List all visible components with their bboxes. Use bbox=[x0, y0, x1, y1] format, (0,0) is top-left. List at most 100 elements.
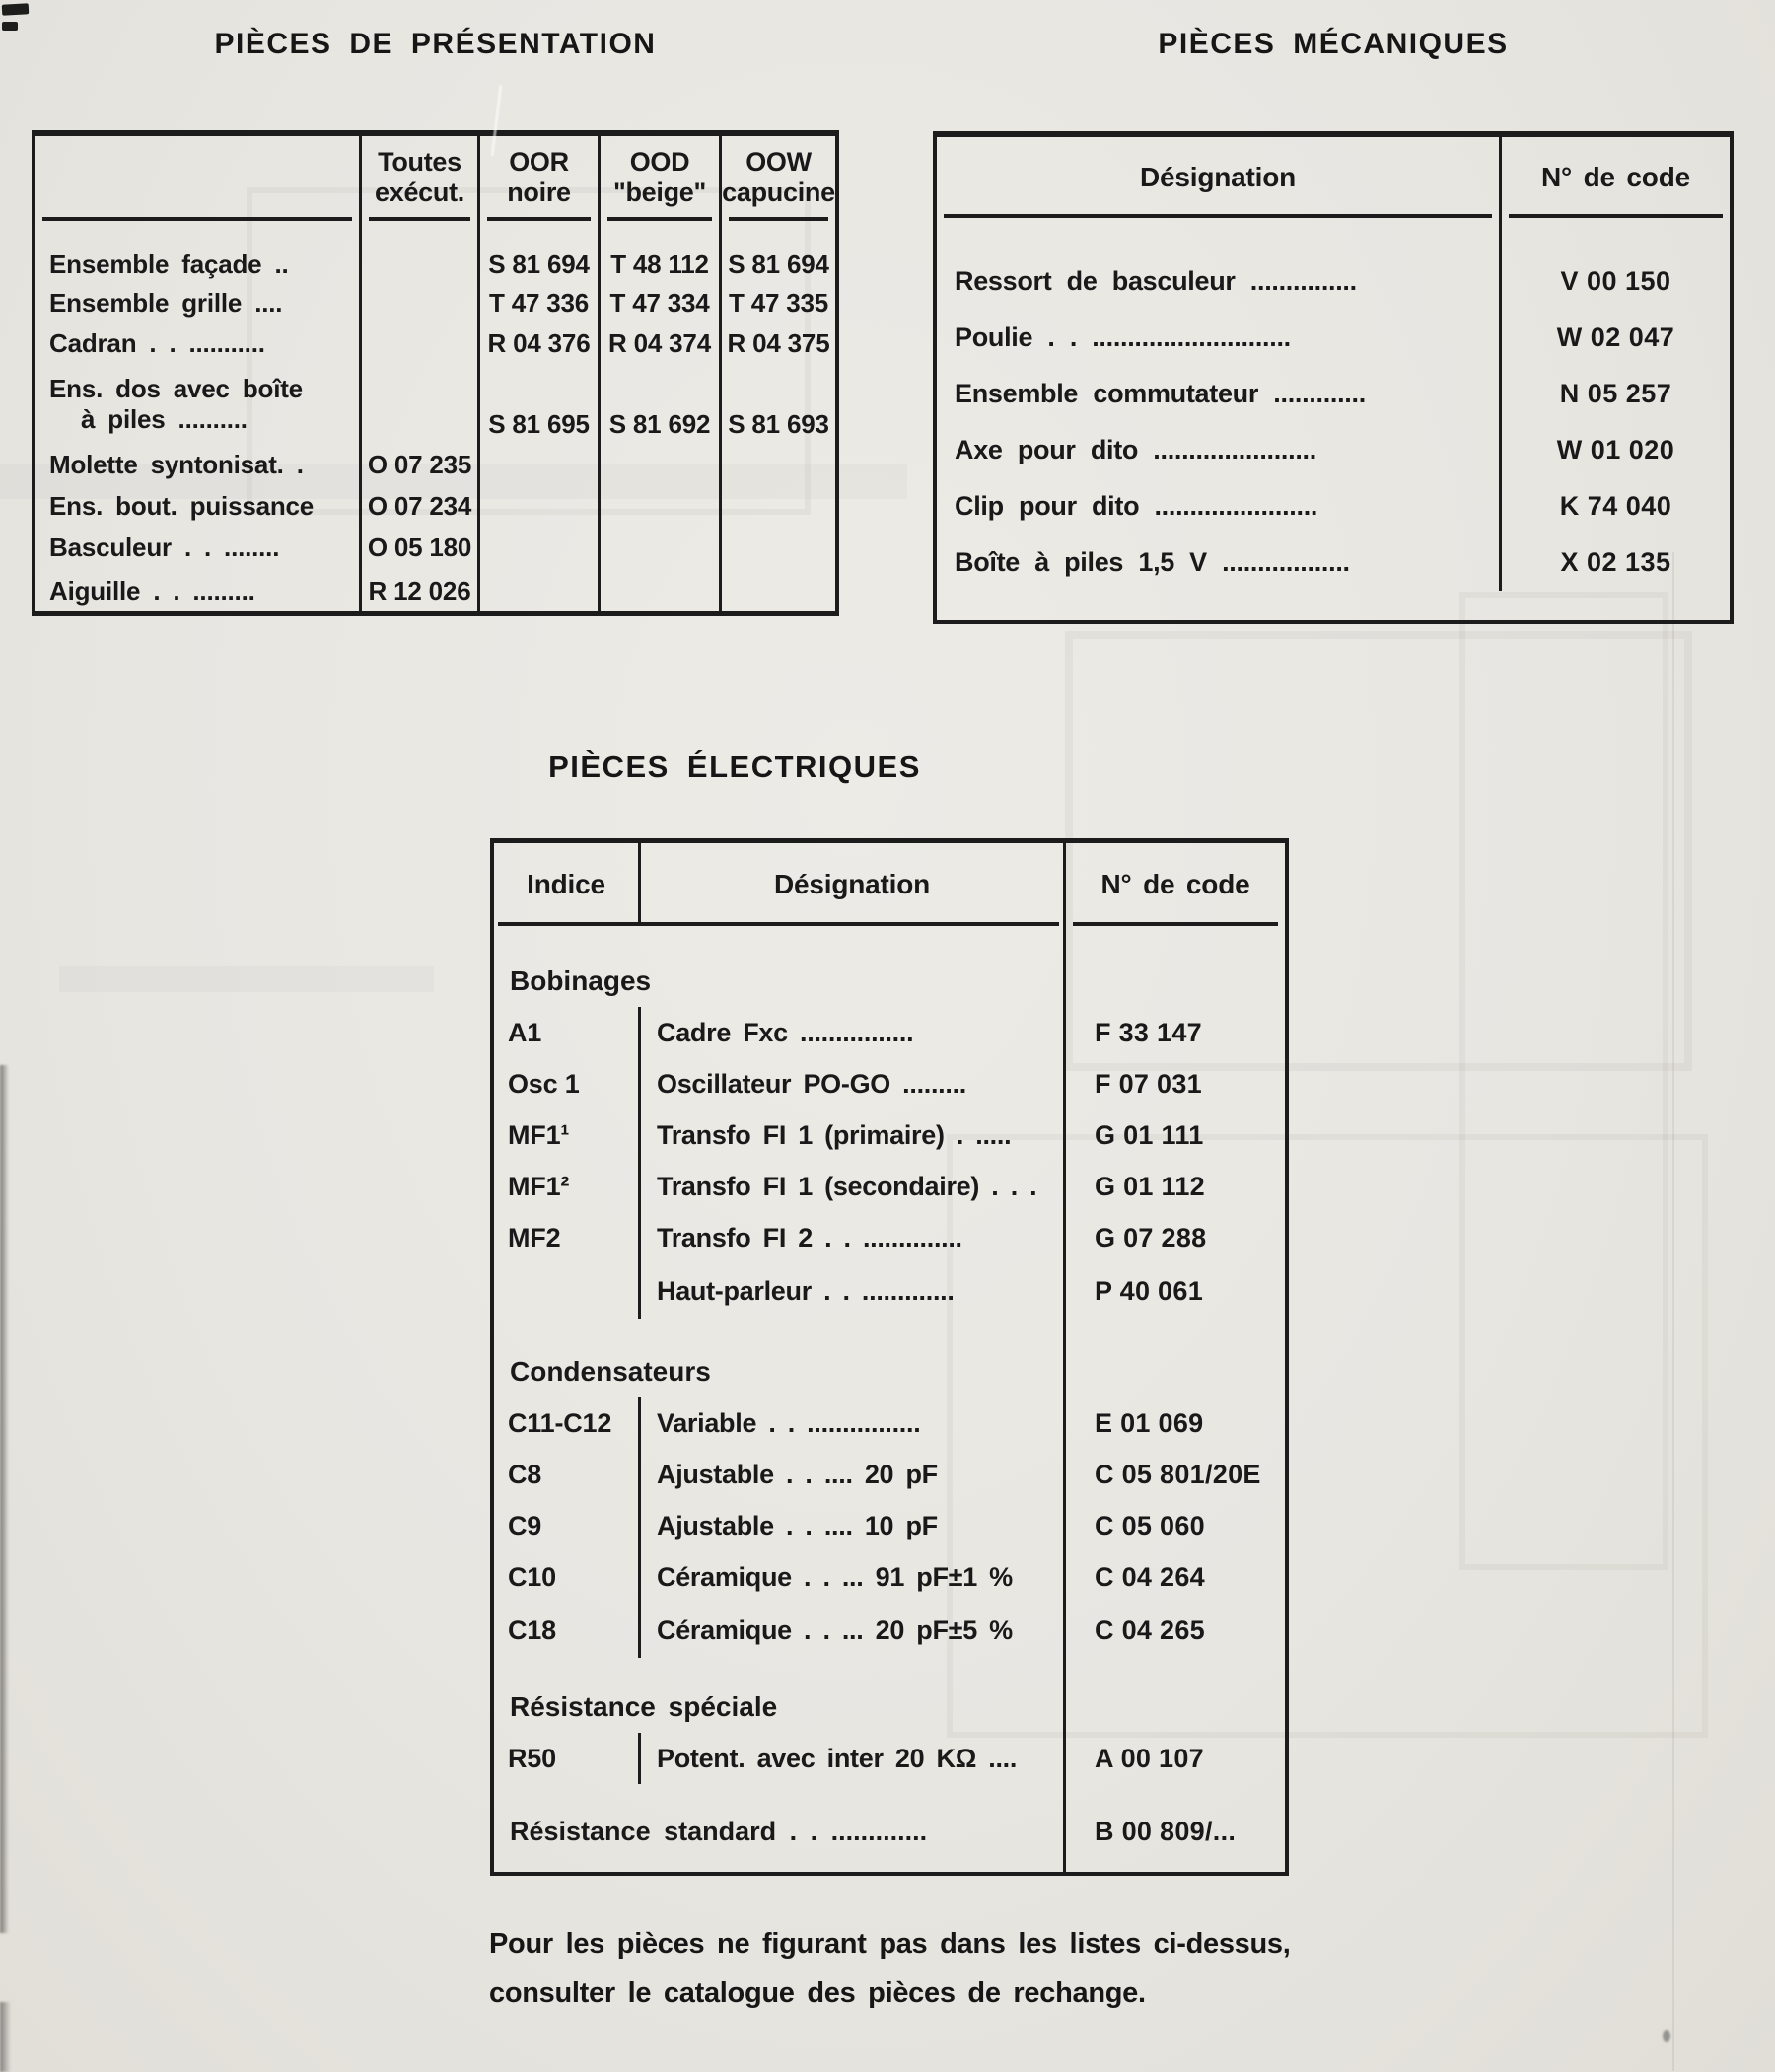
table-row-commutateur: Ensemble commutateur ............. N 05 … bbox=[937, 366, 1730, 422]
code-ood: R 04 374 bbox=[598, 322, 719, 365]
table-row-r50: R50 Potent. avec inter 20 KΩ .... A 00 1… bbox=[494, 1733, 1285, 1784]
table-row-resistance-standard: Résistance standard . . ............. B … bbox=[494, 1806, 1285, 1857]
spacer-row bbox=[494, 926, 1285, 956]
part-label-line2: à piles .......... bbox=[81, 404, 248, 434]
part-label-line1: Ens. dos avec boîte bbox=[49, 374, 303, 403]
code-oow: R 04 375 bbox=[719, 322, 835, 365]
code-ood bbox=[598, 527, 719, 568]
part-label: Molette syntonisat. . bbox=[49, 449, 304, 479]
code-oow: S 81 694 bbox=[719, 245, 835, 284]
code-toutes: R 12 026 bbox=[359, 568, 477, 613]
part-code: A 00 107 bbox=[1095, 1743, 1204, 1773]
electriques-header-row: Indice Désignation N° de code bbox=[494, 843, 1285, 926]
header-line: OOR bbox=[509, 147, 569, 177]
part-label: Cadran . . ........... bbox=[49, 327, 265, 358]
showthrough-ghost bbox=[1065, 631, 1692, 1071]
part-label: Ens. bout. puissance bbox=[49, 490, 315, 521]
part-code: G 01 112 bbox=[1095, 1171, 1205, 1201]
part-label: Ressort de basculeur ............... bbox=[955, 266, 1357, 296]
part-label: Transfo FI 2 . . .............. bbox=[638, 1212, 1063, 1263]
indice: MF1¹ bbox=[508, 1119, 570, 1150]
presentation-table: Toutes exécut. OOR noire OOD "beige" OOW cap… bbox=[32, 130, 839, 616]
indice bbox=[494, 1263, 638, 1319]
part-code: G 01 111 bbox=[1095, 1119, 1204, 1150]
code-oor bbox=[477, 444, 598, 485]
footer-line-2: consulter le catalogue des pièces de rec… bbox=[489, 1977, 1146, 2009]
header-line: OOD bbox=[629, 147, 690, 177]
header-code: N° de code bbox=[1063, 843, 1285, 926]
code-toutes: O 07 235 bbox=[359, 444, 477, 485]
part-code: N 05 257 bbox=[1499, 366, 1730, 422]
table-row-c10: C10 Céramique . . ... 91 pF±1 % C 04 264 bbox=[494, 1551, 1285, 1603]
presentation-header-row: Toutes exécut. OOR noire OOD "beige" OOW cap… bbox=[36, 136, 835, 221]
presentation-section-title: PIÈCES DE PRÉSENTATION bbox=[214, 28, 657, 60]
header-oow-capucine: OOW capucine bbox=[719, 136, 835, 221]
part-code: X 02 135 bbox=[1499, 535, 1730, 591]
part-label: Ajustable . . .... 20 pF bbox=[638, 1449, 1063, 1500]
code-column-divider bbox=[1063, 843, 1066, 1872]
section-header-condensateurs: Condensateurs bbox=[510, 1356, 711, 1387]
table-row-ressort: Ressort de basculeur ............... V 0… bbox=[937, 253, 1730, 310]
code-ood bbox=[598, 568, 719, 613]
code-ood: S 81 692 bbox=[598, 365, 719, 444]
header-oor-noire: OOR noire bbox=[477, 136, 598, 221]
indice: MF1² bbox=[508, 1171, 570, 1201]
header-line: noire bbox=[507, 178, 571, 207]
table-row-aiguille: Aiguille . . ......... R 12 026 bbox=[36, 568, 835, 613]
part-code: W 01 020 bbox=[1499, 422, 1730, 478]
section-header-bobinages: Bobinages bbox=[510, 965, 652, 996]
code-toutes bbox=[359, 245, 477, 284]
code-toutes bbox=[359, 322, 477, 365]
indice: A1 bbox=[508, 1017, 542, 1047]
table-row-haut-parleur: Haut-parleur . . ............. P 40 061 bbox=[494, 1263, 1285, 1319]
scan-corner-mark bbox=[1, 3, 30, 16]
part-label: Basculeur . . ........ bbox=[49, 532, 280, 562]
scan-edge-streak bbox=[0, 1065, 9, 1933]
code-oow bbox=[719, 485, 835, 527]
code-oow bbox=[719, 444, 835, 485]
mecaniques-section-title: PIÈCES MÉCANIQUES bbox=[1158, 28, 1509, 60]
showthrough-ghost bbox=[59, 966, 434, 992]
table-row-cadran: Cadran . . ........... R 04 376 R 04 374… bbox=[36, 322, 835, 365]
spacer-row bbox=[937, 218, 1730, 253]
part-code: V 00 150 bbox=[1499, 253, 1730, 310]
part-label: Axe pour dito ....................... bbox=[955, 435, 1316, 464]
indice: C11-C12 bbox=[508, 1407, 612, 1438]
electriques-table: Indice Désignation N° de code Bobinages … bbox=[490, 838, 1289, 1876]
table-row-ensemble-grille: Ensemble grille .... T 47 336 T 47 334 T… bbox=[36, 284, 835, 322]
section-header-resistance-speciale: Résistance spéciale bbox=[510, 1691, 778, 1722]
part-code: B 00 809/... bbox=[1095, 1816, 1237, 1846]
header-code: N° de code bbox=[1499, 137, 1730, 218]
mecaniques-table: Désignation N° de code Ressort de bascul… bbox=[933, 131, 1734, 624]
table-row-osc1: Osc 1 Oscillateur PO-GO ......... F 07 0… bbox=[494, 1058, 1285, 1109]
footer-note: Pour les pièces ne figurant pas dans les… bbox=[489, 1919, 1317, 2018]
indice: MF2 bbox=[508, 1222, 561, 1252]
table-row-basculeur: Basculeur . . ........ O 05 180 bbox=[36, 527, 835, 568]
code-oor: S 81 694 bbox=[477, 245, 598, 284]
header-line: exécut. bbox=[375, 178, 464, 207]
indice: C9 bbox=[508, 1510, 542, 1540]
part-label: Variable . . ................ bbox=[638, 1397, 1063, 1449]
header-line: Toutes bbox=[378, 147, 462, 177]
header-designation: Désignation bbox=[638, 843, 1063, 926]
code-oow: S 81 693 bbox=[719, 365, 835, 444]
table-row-ens-dos: Ens. dos avec boîte à piles .......... S… bbox=[36, 365, 835, 444]
part-code: C 05 060 bbox=[1095, 1510, 1205, 1540]
part-label: Boîte à piles 1,5 V .................. bbox=[955, 547, 1350, 577]
indice: C8 bbox=[508, 1459, 542, 1489]
spacer-row bbox=[36, 221, 835, 245]
code-oor: T 47 336 bbox=[477, 284, 598, 322]
showthrough-ghost bbox=[947, 1134, 1708, 1738]
code-toutes bbox=[359, 365, 477, 444]
scan-line-artifact bbox=[1672, 552, 1674, 2071]
part-label: Ensemble grille .... bbox=[49, 287, 283, 318]
header-indice: Indice bbox=[494, 843, 638, 926]
code-toutes: O 07 234 bbox=[359, 485, 477, 527]
table-row-ensemble-facade: Ensemble façade .. S 81 694 T 48 112 S 8… bbox=[36, 245, 835, 284]
table-row-c18: C18 Céramique . . ... 20 pF±5 % C 04 265 bbox=[494, 1603, 1285, 1658]
part-code: F 33 147 bbox=[1095, 1017, 1202, 1047]
electriques-section-title: PIÈCES ÉLECTRIQUES bbox=[548, 750, 921, 784]
part-label: Potent. avec inter 20 KΩ .... bbox=[638, 1733, 1063, 1784]
part-label: Haut-parleur . . ............. bbox=[638, 1263, 1063, 1319]
